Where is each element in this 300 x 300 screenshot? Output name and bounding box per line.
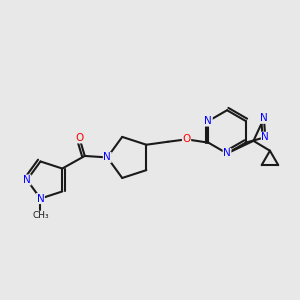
Text: N: N xyxy=(261,132,269,142)
Text: CH₃: CH₃ xyxy=(32,211,49,220)
Text: N: N xyxy=(103,152,111,162)
Text: N: N xyxy=(23,175,31,185)
Text: N: N xyxy=(223,148,231,158)
Text: O: O xyxy=(182,134,191,144)
Text: O: O xyxy=(75,133,83,143)
Text: N: N xyxy=(205,116,212,126)
Text: N: N xyxy=(37,194,44,203)
Text: N: N xyxy=(260,113,268,123)
